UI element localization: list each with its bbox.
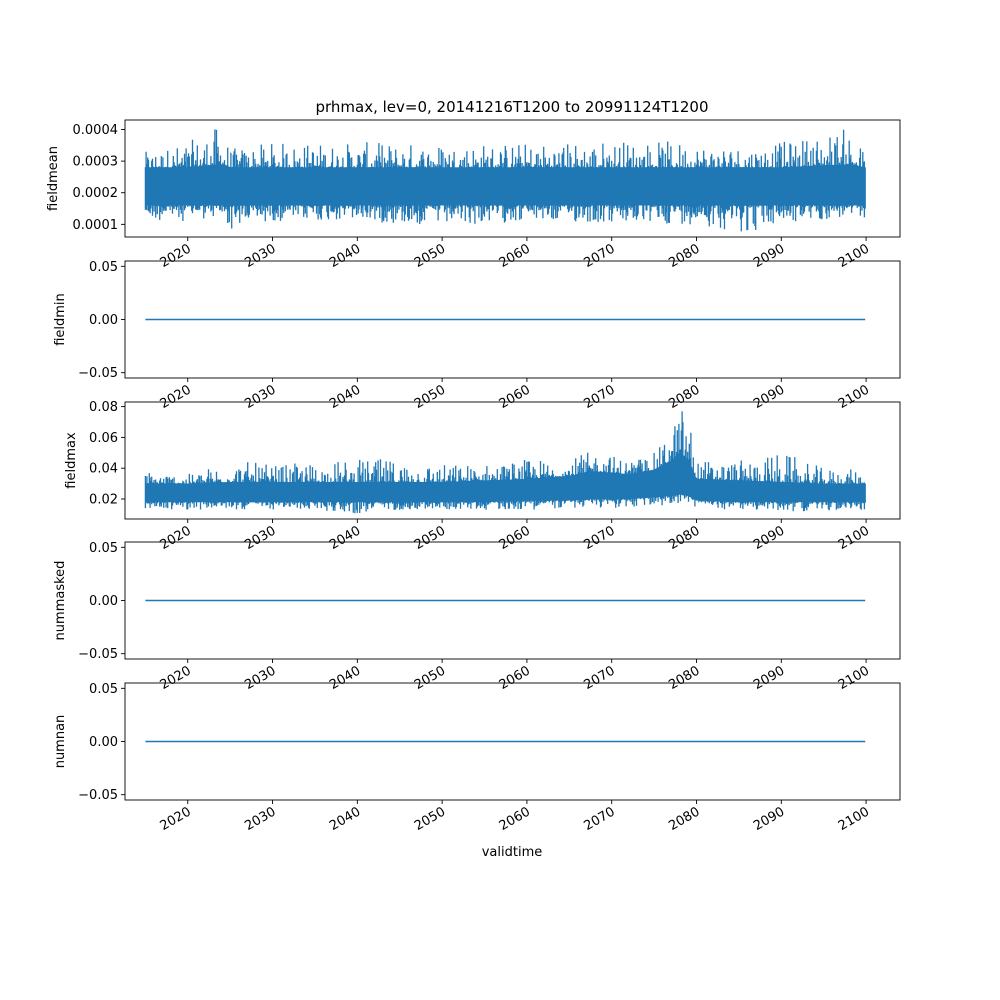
y-axis-label: numnan: [53, 715, 68, 769]
y-axis-label: fieldmean: [46, 146, 61, 211]
x-axis-label: validtime: [482, 845, 543, 860]
y-tick-label: 0.0002: [73, 186, 119, 201]
y-tick-label: 0.00: [89, 735, 118, 750]
figure-title: prhmax, lev=0, 20141216T1200 to 20991124…: [315, 98, 708, 116]
y-tick-label: 0.06: [89, 431, 118, 446]
y-tick-label: 0.05: [89, 541, 118, 556]
y-tick-label: 0.00: [89, 313, 118, 328]
y-tick-label: −0.05: [78, 788, 118, 803]
axes-frame: [124, 401, 901, 520]
y-tick-label: 0.0001: [73, 218, 119, 233]
y-tick-label: 0.0004: [73, 123, 119, 138]
y-tick-label: 0.08: [89, 400, 118, 415]
y-tick-label: −0.05: [78, 366, 118, 381]
series-band: [145, 454, 866, 503]
y-tick-label: 0.05: [89, 260, 118, 275]
y-axis-label: fieldmin: [53, 293, 68, 346]
axes-frame: [124, 119, 901, 238]
series-band: [145, 164, 866, 206]
y-tick-label: 0.02: [89, 492, 118, 507]
y-axis-label: fieldmax: [64, 432, 79, 489]
y-tick-label: 0.05: [89, 682, 118, 697]
y-tick-label: 0.04: [89, 462, 118, 477]
y-axis-label: nummasked: [53, 561, 68, 641]
plot-area: [144, 129, 866, 232]
y-tick-label: 0.00: [89, 594, 118, 609]
y-tick-label: 0.0003: [73, 155, 119, 170]
y-tick-label: −0.05: [78, 647, 118, 662]
plot-area: [144, 411, 866, 514]
